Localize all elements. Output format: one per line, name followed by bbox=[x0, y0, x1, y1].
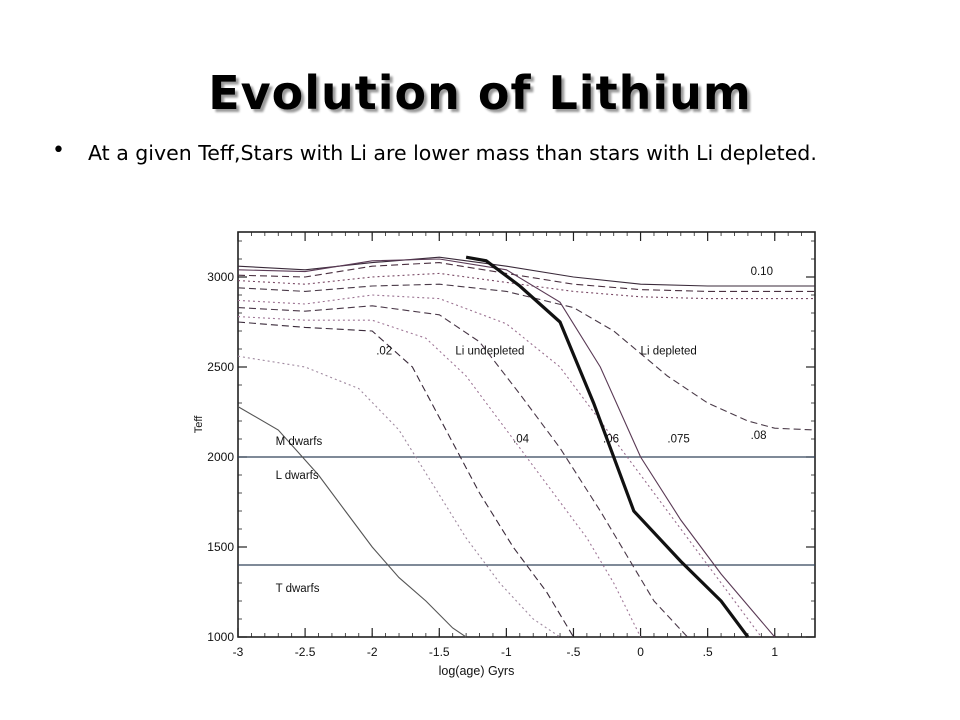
x-tick-label: -.5 bbox=[566, 645, 580, 659]
region-label: Li undepleted bbox=[455, 345, 524, 357]
y-tick-label: 1500 bbox=[207, 540, 234, 554]
track-line bbox=[237, 406, 467, 638]
track-line bbox=[237, 321, 574, 638]
track-line bbox=[237, 258, 776, 638]
x-tick-label: .5 bbox=[703, 645, 713, 659]
region-label: Li depleted bbox=[641, 345, 697, 357]
x-tick-label: -1 bbox=[501, 645, 512, 659]
chart-svg: -3 -2.5 -2 -1.5 -1 -.5 0 .5 1 1000 1500 2000 2500 300… bbox=[193, 231, 816, 678]
class-label: L dwarfs bbox=[276, 470, 319, 482]
y-tick-label: 2000 bbox=[207, 450, 234, 464]
bullet-text: At a given Teff,Stars with Li are lower … bbox=[88, 141, 817, 165]
mass-label: .04 bbox=[513, 434, 530, 446]
y-axis-label: Teff bbox=[193, 415, 205, 433]
mass-label: .075 bbox=[667, 434, 689, 446]
track-line bbox=[237, 272, 815, 300]
class-label: M dwarfs bbox=[276, 436, 323, 448]
x-tick-label: -2 bbox=[367, 645, 378, 659]
x-axis-label: log(age) Gyrs bbox=[439, 664, 515, 678]
mass-label: .02 bbox=[376, 345, 392, 357]
class-label: T dwarfs bbox=[276, 583, 320, 595]
x-tick-label: -1.5 bbox=[429, 645, 450, 659]
x-tick-label: -3 bbox=[233, 645, 244, 659]
track-line bbox=[237, 262, 815, 292]
x-tick-label: -2.5 bbox=[295, 645, 316, 659]
x-tick-label: 1 bbox=[771, 645, 778, 659]
track-line bbox=[237, 316, 642, 638]
lithium-boundary-line bbox=[465, 255, 750, 638]
track-line bbox=[237, 283, 816, 431]
slide-title: Evolution of Lithium bbox=[208, 66, 752, 120]
bullet-dot: • bbox=[52, 138, 65, 163]
y-tick-label: 3000 bbox=[207, 270, 234, 284]
y-tick-label: 1000 bbox=[207, 630, 234, 644]
track-line bbox=[237, 305, 688, 638]
mass-label: .06 bbox=[603, 434, 619, 446]
x-tick-label: 0 bbox=[637, 645, 644, 659]
y-tick-label: 2500 bbox=[207, 360, 234, 374]
plot-frame bbox=[237, 231, 816, 638]
lithium-chart: -3 -2.5 -2 -1.5 -1 -.5 0 .5 1 1000 1500 2000 2500 300… bbox=[190, 222, 825, 682]
mass-label: 0.10 bbox=[751, 266, 773, 278]
mass-label: .08 bbox=[751, 430, 767, 442]
